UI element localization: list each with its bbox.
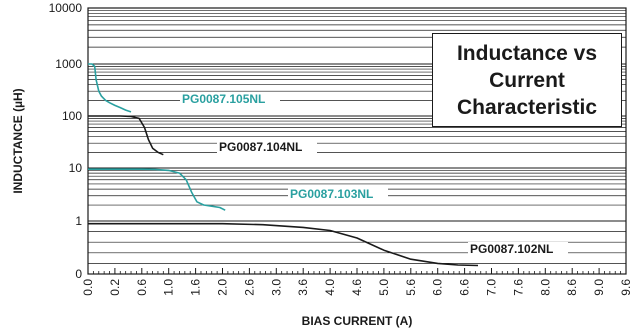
y-tick-label: 1000 [55,57,82,71]
x-tick-label: 9.0 [592,279,606,296]
x-tick-label: 4.0 [323,279,337,296]
chart-title: Inductance vs Current Characteristic [432,33,622,127]
series-label: PG0087.102NL [470,242,553,256]
y-tick-label: 10000 [49,1,83,15]
x-tick-label: 3.0 [269,279,283,296]
y-tick-label: 10 [69,161,83,175]
title-line-2: Current [489,68,565,92]
x-tick-label: 8.0 [538,279,552,296]
series-label: PG0087.103NL [290,187,373,201]
y-axis-label: INDUCTANCE (µH) [11,88,25,193]
series-line [88,222,479,267]
x-tick-label: 9.6 [619,279,633,296]
x-tick-label: 0.2 [108,279,122,296]
series-line [88,63,132,113]
x-tick-label: 6.0 [431,279,445,296]
series-label: PG0087.105NL [182,92,265,106]
series-label-bg [217,140,317,154]
x-tick-labels: 0.0 0.2 0.6 1.0 1.6 2.0 2.6 3.0 3.6 4.0 4.6 5.0 5.6 6… [81,279,633,296]
series-line [88,115,164,156]
x-tick-label: 6.6 [458,279,472,296]
x-tick-label: 1.6 [189,279,203,296]
x-tick-label: 8.6 [565,279,579,296]
x-tick-label: 5.6 [404,279,418,296]
title-line-1: Inductance vs [456,41,598,65]
x-tick-label: 5.0 [377,279,391,296]
x-tick-label: 0.0 [81,279,95,296]
y-tick-label: 1 [75,214,82,228]
x-tick-label: 7.0 [485,279,499,296]
x-tick-label: 0.6 [135,279,149,296]
x-tick-label: 2.6 [242,279,256,296]
x-tick-label: 4.6 [350,279,364,296]
x-tick-label: 7.6 [511,279,525,296]
y-tick-label: 100 [62,109,82,123]
series-label: PG0087.104NL [219,140,302,154]
series-line [88,168,226,211]
axis-ticks [87,268,627,274]
x-axis-label: BIAS CURRENT (A) [302,314,413,328]
y-tick-label: 0 [75,267,82,281]
x-tick-label: 2.0 [216,279,230,296]
series-label-bg [468,242,568,256]
series-label-bg [180,92,280,106]
series-labels: PG0087.105NL PG0087.104NL PG0087.103NL PG00… [180,92,568,256]
x-tick-label: 1.0 [162,279,176,296]
series-curves [88,63,479,267]
series-label-bg [288,187,388,201]
x-tick-label: 3.6 [296,279,310,296]
title-line-3: Characteristic [456,95,598,119]
